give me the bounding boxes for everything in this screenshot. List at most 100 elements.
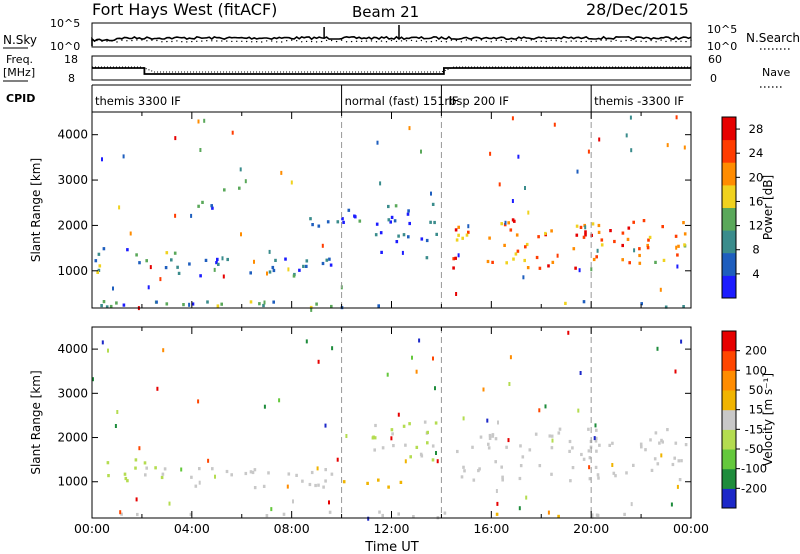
range-gate-cell [317,224,321,228]
nsky-right-tick-bottom: 10^0 [707,40,737,53]
range-gate-cell [503,243,506,247]
range-gate-cell [609,229,612,233]
nsearch-point [485,40,487,43]
range-gate-cell [231,130,234,135]
nsearch-point [580,40,582,43]
range-gate-cell [210,204,213,208]
nsky-label: N.Sky [3,33,37,47]
range-gate-cell [516,249,520,253]
nsearch-point [340,39,343,41]
nsky-trace [91,25,692,46]
nsearch-point [610,40,612,42]
nsky-frame [91,22,692,48]
range-gate-cell [426,441,429,445]
range-gate-cell [124,476,128,481]
range-gate-cell [639,442,643,446]
range-gate-cell [457,253,460,258]
range-gate-cell [316,466,319,471]
range-gate-cell [680,339,683,344]
nsearch-point [430,40,433,43]
range-gate-cell [97,252,101,256]
range-gate-cell [486,418,489,423]
nsearch-point [480,39,483,41]
range-gate-cell [397,234,400,238]
range-gate-cell [163,467,167,471]
range-gate-cell [443,511,447,515]
colorbar-tick-label: 12 [749,219,764,233]
nsearch-point [630,39,632,42]
range-gate-cell [342,220,345,224]
range-gate-cell [590,513,594,517]
range-gate-cell [435,451,437,455]
nsearch-point [131,39,133,42]
range-gate-cell [431,458,435,462]
range-gate-cell [199,148,202,152]
range-gate-cell [290,180,293,185]
nsearch-point [226,40,228,42]
range-gate-cell [173,251,177,255]
range-gate-cell [577,408,580,413]
range-gate-cell [423,420,427,424]
colorbar-swatch [722,350,736,371]
range-gate-cell [271,265,275,270]
range-gate-cell [262,484,266,488]
range-gate-cell [598,443,601,447]
range-gate-cell [501,478,504,482]
range-gate-cell [467,230,470,234]
range-gate-cell [321,243,324,248]
freq-right-tick-bottom: 0 [710,72,717,85]
beam-title: Beam 21 [352,3,419,21]
range-gate-cell [325,258,329,262]
colorbar-tick-label: 100 [745,363,767,377]
range-gate-cell [461,236,464,240]
nsearch-point [605,39,607,41]
range-gate-cell [638,247,641,251]
nsearch-point [350,40,353,43]
range-gate-cell [454,256,457,260]
range-gate-cell [324,468,327,472]
range-gate-cell [456,449,459,454]
range-gate-cell [198,480,201,485]
range-gate-cell [575,233,579,237]
range-gate-cell [505,261,508,265]
range-gate-cell [596,248,599,253]
range-gate-cell [278,398,281,403]
nsearch-point [151,39,153,41]
nsearch-point [370,40,373,42]
range-gate-cell [431,202,435,206]
nsearch-point [345,41,348,43]
range-gate-cell [191,302,195,306]
nsearch-point [490,41,492,43]
range-gate-cell [377,478,380,482]
range-gate-cell [190,475,193,479]
range-gate-cell [392,444,395,448]
range-gate-cell [595,436,598,440]
range-gate-cell [544,404,547,409]
range-gate-cell [595,428,598,432]
range-gate-cell [666,143,669,148]
nsearch-point [191,40,193,43]
nsearch-point [565,41,567,43]
range-gate-cell [582,235,586,239]
range-gate-cell [305,259,309,263]
range-gate-cell [105,305,109,309]
colorbar-swatch [722,207,736,231]
plot-frame [91,326,692,519]
range-gate-cell [582,300,586,304]
x-tick-label: 16:00 [473,521,509,536]
range-gate-cell [479,435,483,439]
range-gate-cell [203,118,206,123]
nsearch-point [251,41,253,43]
range-gate-cell [366,481,369,485]
nsearch-point [305,40,308,43]
range-gate-cell [632,463,635,467]
colorbar-label: Velocity [m s⁻¹] [761,373,775,466]
range-gate-cell [102,247,106,251]
station-title: Fort Hays West (fitACF) [92,0,277,19]
freq-label-bottom: [MHz] [3,66,35,79]
nsearch-point [675,40,677,43]
range-gate-cell [613,239,616,244]
nsearch-point [400,40,403,42]
range-gate-cell [571,466,575,470]
nsearch-point [330,39,333,42]
